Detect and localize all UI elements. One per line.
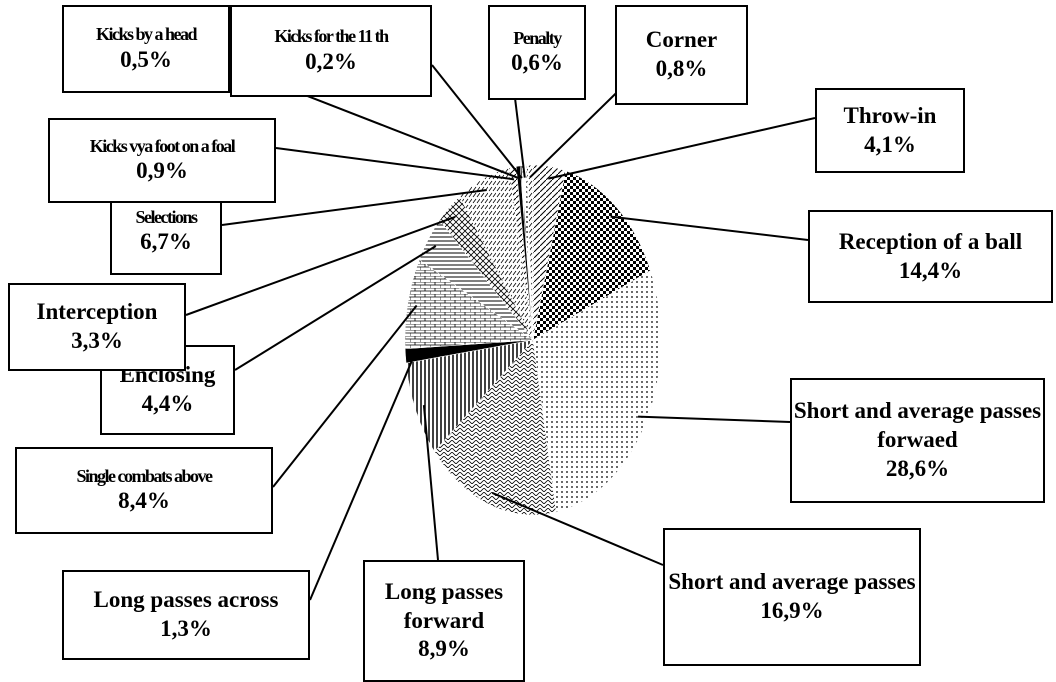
slice-value: 0,2% [305,48,357,74]
slice-name: Interception [36,299,158,325]
label-box: Single combats above 8,4% [15,447,273,534]
label-box: Short and average passes forwaed 28,6% [790,378,1045,503]
leader-line [272,304,418,488]
slice-name: Kicks for the 11 th [274,26,389,47]
slice-value: 3,3% [71,328,123,353]
label-box: Kicks for the 11 th 0,2% [230,5,432,97]
slice-name: Penalty [513,27,562,48]
slice-value: 0,6% [511,50,563,76]
slice-name: Short and average passes forwaed [793,398,1042,453]
pie-slice [405,339,534,452]
label-box: Kicks by a head 0,5% [62,5,230,93]
label-box: Short and average passes 16,9% [663,528,921,666]
leader-line [234,245,437,371]
leader-line [610,215,809,241]
label-box: Penalty 0,6% [488,5,586,100]
slice-value: 28,6% [885,455,950,481]
slice-value: 1,3% [160,616,212,641]
slice-value: 4,4% [141,391,194,416]
leader-line [221,189,487,226]
label-box: Long passes forward 8,9% [363,560,525,682]
slice-value: 0,8% [655,56,708,81]
slice-name: Single combats above [76,465,213,486]
leader-line [431,64,523,179]
slice-value: 6,7% [140,229,192,255]
slices [404,164,662,516]
leader-line [185,215,456,316]
leader-line [637,415,791,423]
leader-line [491,492,664,566]
leader-line [309,354,416,601]
slice-value: 8,9% [418,636,470,662]
slice-name: Reception of a ball [838,228,1023,254]
slice-name: Corner [645,27,718,53]
leader-line [514,97,526,178]
slice-value: 0,5% [120,46,172,72]
label-box: Throw-in 4,1% [815,88,965,173]
slice-name: Long passes across [93,587,279,613]
slice-value: 8,4% [118,488,170,514]
label-box: Long passes across 1,3% [62,570,310,660]
slice-value: 16,9% [760,598,824,623]
leader-line [548,117,816,180]
pie-slice [526,164,534,341]
slice-name: Long passes forward [384,578,504,633]
leaders [185,59,816,601]
pie-slice [404,259,534,350]
slice-name: Kicks vya foot on a foal [89,135,236,156]
leader-line [422,405,439,561]
slice-name: Throw-in [843,102,937,128]
slice-name: Short and average passes [668,569,916,595]
slice-name: Selections [135,206,199,227]
slice-value: 0,9% [136,158,188,184]
label-box: Kicks vya foot on a foal 0,9% [48,118,276,203]
label-box: Interception 3,3% [8,283,186,371]
slice-name: Kicks by a head [95,24,198,45]
slice-value: 4,1% [864,131,916,157]
slice-value: 14,4% [898,257,963,283]
leader-line [275,147,515,181]
pie-slice [532,270,662,513]
label-box: Corner 0,8% [615,5,748,105]
label-box: Reception of a ball 14,4% [808,210,1053,303]
pie-slice [532,170,651,341]
